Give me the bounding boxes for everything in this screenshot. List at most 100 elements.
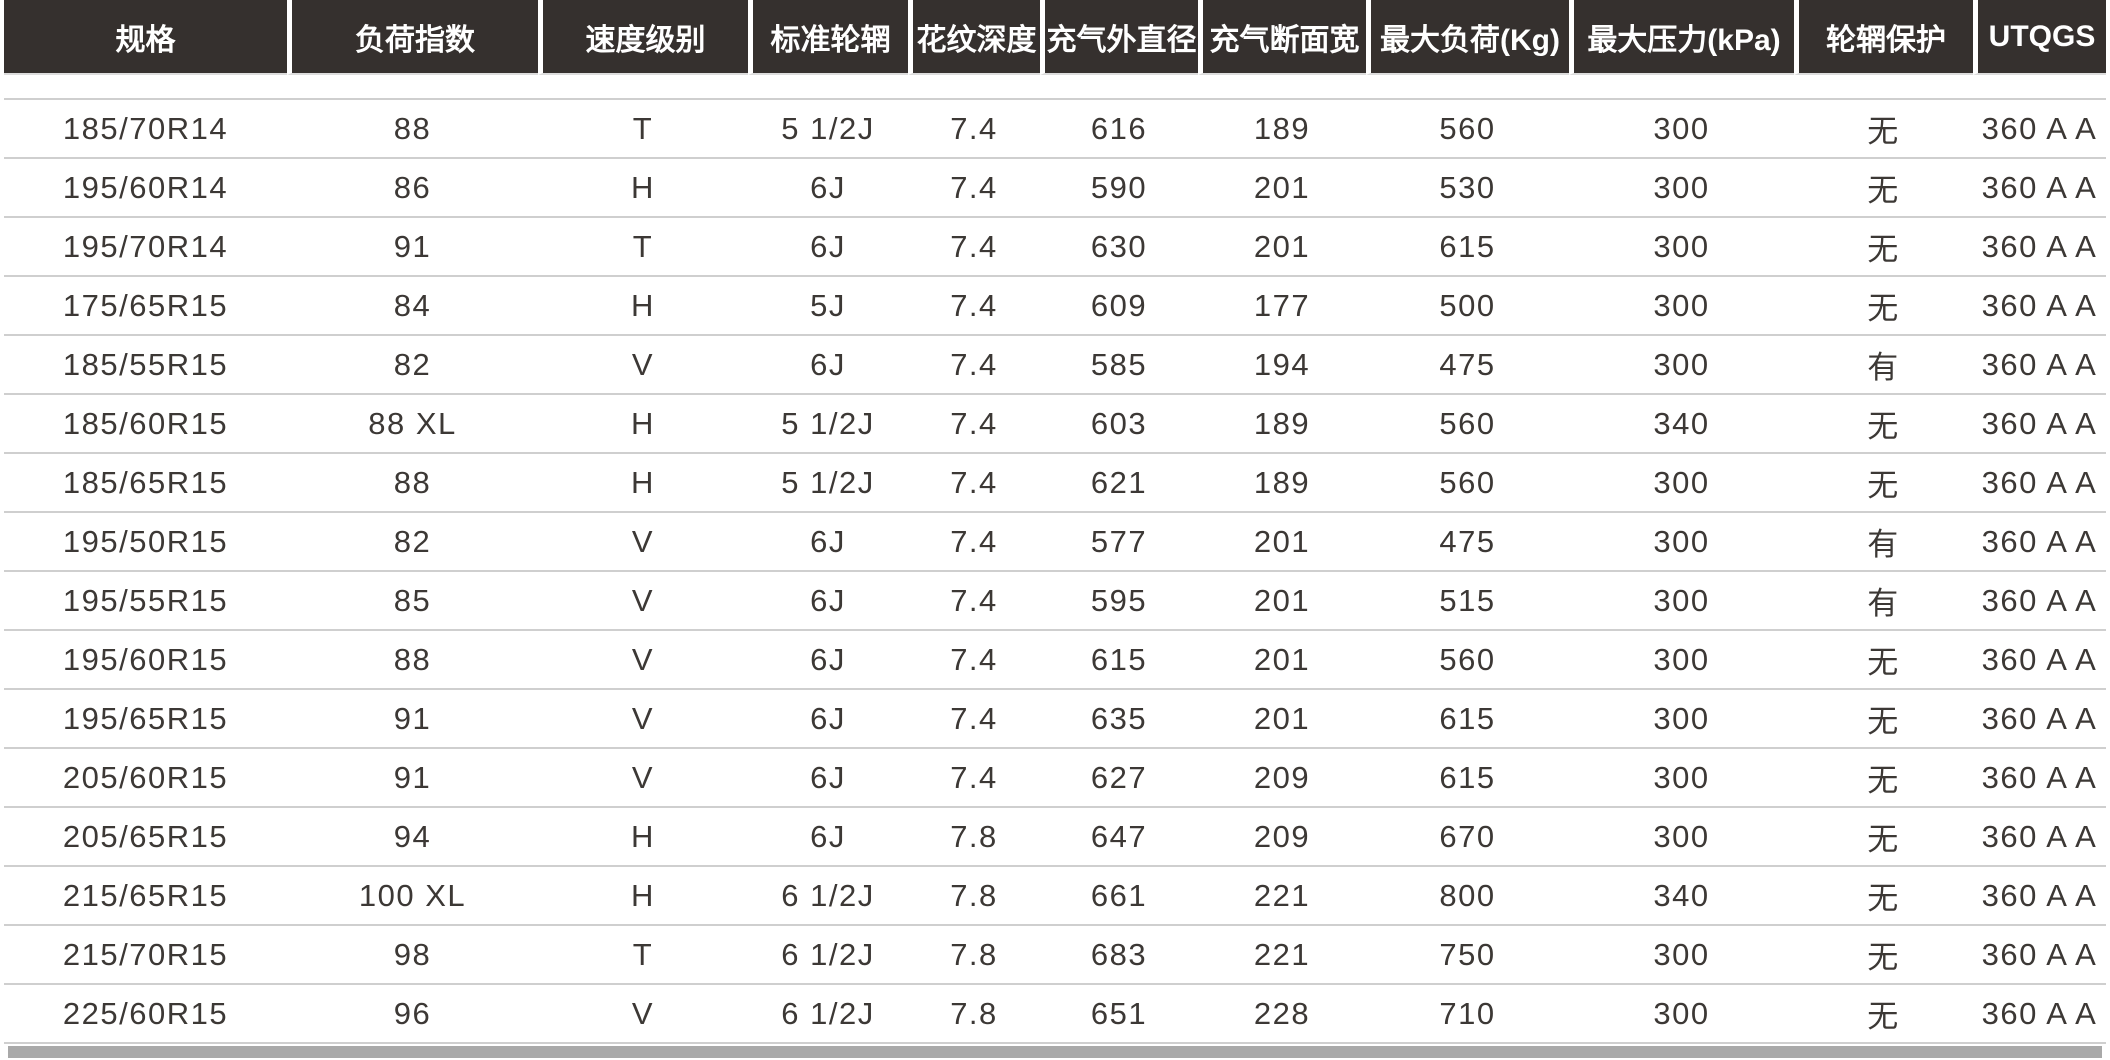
table-cell-tread-depth: 7.4 — [908, 159, 1040, 218]
table-cell-utqgs: 360 A A — [1973, 808, 2106, 867]
table-cell-standard-rim: 6 1/2J — [748, 926, 908, 985]
table-cell-standard-rim: 6 1/2J — [748, 985, 908, 1044]
table-cell-spec: 195/60R14 — [4, 159, 287, 218]
table-cell-inflated-section-width: 201 — [1198, 218, 1366, 277]
table-cell-max-load: 710 — [1366, 985, 1569, 1044]
table-cell-max-load: 560 — [1366, 395, 1569, 454]
table-cell-standard-rim: 6J — [748, 336, 908, 395]
column-header-speed-rating: 速度级别 — [538, 0, 748, 75]
table-cell-spec: 175/65R15 — [4, 277, 287, 336]
table-row: 195/50R15 82 V 6J 7.4 577 201 475 300 有 360 A A — [4, 513, 2106, 572]
table-cell-inflated-section-width: 189 — [1198, 100, 1366, 159]
table-cell-load-index: 85 — [287, 572, 538, 631]
table-cell-load-index: 91 — [287, 218, 538, 277]
column-header-standard-rim: 标准轮辋 — [748, 0, 908, 75]
table-cell-speed-rating: V — [538, 513, 748, 572]
table-cell-max-pressure: 300 — [1569, 985, 1794, 1044]
table-cell-max-load: 475 — [1366, 336, 1569, 395]
table-cell-standard-rim: 5 1/2J — [748, 100, 908, 159]
table-cell-inflated-diameter: 603 — [1040, 395, 1198, 454]
table-row: 195/70R14 91 T 6J 7.4 630 201 615 300 无 360 A A — [4, 218, 2106, 277]
table-cell-max-pressure: 300 — [1569, 572, 1794, 631]
table-cell-max-load: 515 — [1366, 572, 1569, 631]
table-cell-standard-rim: 6J — [748, 631, 908, 690]
table-cell-inflated-diameter: 621 — [1040, 454, 1198, 513]
table-cell-max-pressure: 300 — [1569, 690, 1794, 749]
table-cell-load-index: 100 XL — [287, 867, 538, 926]
table-row: 195/60R15 88 V 6J 7.4 615 201 560 300 无 360 A A — [4, 631, 2106, 690]
table-cell-tread-depth: 7.4 — [908, 218, 1040, 277]
table-cell-spec: 215/70R15 — [4, 926, 287, 985]
table-cell-spec: 185/70R14 — [4, 100, 287, 159]
table-row: 175/65R15 84 H 5J 7.4 609 177 500 300 无 360 A A — [4, 277, 2106, 336]
table-row: 225/60R15 96 V 6 1/2J 7.8 651 228 710 300 无 360 A … — [4, 985, 2106, 1044]
table-cell-inflated-diameter: 683 — [1040, 926, 1198, 985]
table-cell-speed-rating: V — [538, 690, 748, 749]
table-row: 185/55R15 82 V 6J 7.4 585 194 475 300 有 360 A A — [4, 336, 2106, 395]
table-cell-inflated-section-width: 201 — [1198, 631, 1366, 690]
table-cell-rim-protection: 无 — [1794, 100, 1973, 159]
table-cell-rim-protection: 无 — [1794, 985, 1973, 1044]
table-cell-inflated-diameter: 647 — [1040, 808, 1198, 867]
table-cell-max-load: 560 — [1366, 454, 1569, 513]
table-cell-utqgs: 360 A A — [1973, 867, 2106, 926]
table-cell-inflated-diameter: 661 — [1040, 867, 1198, 926]
table-cell-tread-depth: 7.4 — [908, 513, 1040, 572]
column-header-load-index: 负荷指数 — [287, 0, 538, 75]
table-cell-tread-depth: 7.8 — [908, 926, 1040, 985]
table-cell-spec: 185/55R15 — [4, 336, 287, 395]
table-row: 195/55R15 85 V 6J 7.4 595 201 515 300 有 360 A A — [4, 572, 2106, 631]
table-cell-standard-rim: 6J — [748, 513, 908, 572]
table-cell-load-index: 88 — [287, 454, 538, 513]
table-cell-max-load: 560 — [1366, 631, 1569, 690]
table-cell-tread-depth: 7.8 — [908, 808, 1040, 867]
table-cell-inflated-diameter: 609 — [1040, 277, 1198, 336]
column-header-tread-depth: 花纹深度 — [908, 0, 1040, 75]
table-cell-max-pressure: 340 — [1569, 867, 1794, 926]
table-cell-speed-rating: H — [538, 395, 748, 454]
table-cell-load-index: 94 — [287, 808, 538, 867]
table-cell-inflated-section-width: 189 — [1198, 454, 1366, 513]
table-row: 185/65R15 88 H 5 1/2J 7.4 621 189 560 300 无 360 A … — [4, 454, 2106, 513]
table-cell-speed-rating: H — [538, 454, 748, 513]
table-cell-spec: 195/55R15 — [4, 572, 287, 631]
table-cell-spec: 185/65R15 — [4, 454, 287, 513]
table-cell-utqgs: 360 A A — [1973, 749, 2106, 808]
table-cell-rim-protection: 无 — [1794, 159, 1973, 218]
table-cell-rim-protection: 无 — [1794, 631, 1973, 690]
table-cell-spec: 195/65R15 — [4, 690, 287, 749]
table-cell-standard-rim: 5 1/2J — [748, 395, 908, 454]
table-cell-utqgs: 360 A A — [1973, 926, 2106, 985]
table-bottom-bar — [8, 1046, 2102, 1058]
table-cell-inflated-diameter: 630 — [1040, 218, 1198, 277]
table-cell-utqgs: 360 A A — [1973, 336, 2106, 395]
table-cell-inflated-diameter: 595 — [1040, 572, 1198, 631]
table-cell-spec: 195/50R15 — [4, 513, 287, 572]
table-cell-load-index: 88 XL — [287, 395, 538, 454]
table-cell-rim-protection: 无 — [1794, 808, 1973, 867]
table-cell-max-pressure: 300 — [1569, 100, 1794, 159]
table-cell-speed-rating: T — [538, 926, 748, 985]
table-cell-load-index: 91 — [287, 690, 538, 749]
table-cell-load-index: 91 — [287, 749, 538, 808]
table-cell-speed-rating: T — [538, 218, 748, 277]
table-cell-max-load: 750 — [1366, 926, 1569, 985]
table-cell-tread-depth: 7.4 — [908, 631, 1040, 690]
table-row: 185/60R15 88 XL H 5 1/2J 7.4 603 189 560 340 无 360… — [4, 395, 2106, 454]
table-cell-rim-protection: 无 — [1794, 454, 1973, 513]
column-header-inflated-diameter: 充气外直径 — [1040, 0, 1198, 75]
table-cell-max-load: 560 — [1366, 100, 1569, 159]
table-cell-utqgs: 360 A A — [1973, 985, 2106, 1044]
table-cell-spec: 185/60R15 — [4, 395, 287, 454]
table-cell-max-load: 475 — [1366, 513, 1569, 572]
table-cell-inflated-diameter: 627 — [1040, 749, 1198, 808]
table-cell-tread-depth: 7.4 — [908, 690, 1040, 749]
table-cell-inflated-section-width: 201 — [1198, 159, 1366, 218]
header-body-gap — [4, 75, 2106, 100]
table-cell-utqgs: 360 A A — [1973, 277, 2106, 336]
table-cell-spec: 195/60R15 — [4, 631, 287, 690]
column-header-inflated-section-width: 充气断面宽 — [1198, 0, 1366, 75]
table-cell-utqgs: 360 A A — [1973, 690, 2106, 749]
table-cell-inflated-diameter: 590 — [1040, 159, 1198, 218]
